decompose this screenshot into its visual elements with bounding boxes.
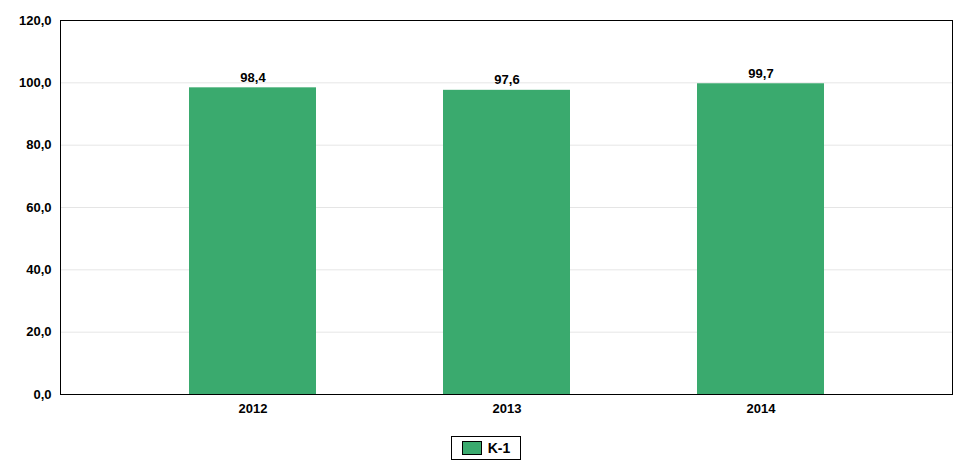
- svg-text:98,4: 98,4: [240, 70, 266, 85]
- html-text:K-1: K-1: [487, 440, 511, 456]
- svg-text:0,0: 0,0: [33, 387, 51, 402]
- svg-text:2012: 2012: [239, 401, 268, 416]
- svg-text:99,7: 99,7: [748, 66, 773, 81]
- svg-text:2013: 2013: [493, 401, 522, 416]
- svg-text:80,0: 80,0: [26, 137, 51, 152]
- svg-text:100,0: 100,0: [19, 75, 52, 90]
- svg-text:2014: 2014: [747, 401, 777, 416]
- svg-text:20,0: 20,0: [26, 324, 51, 339]
- svg-text:60,0: 60,0: [26, 200, 51, 215]
- svg-text:40,0: 40,0: [26, 262, 51, 277]
- svg-text:120,0: 120,0: [19, 13, 52, 28]
- svg-text:97,6: 97,6: [494, 72, 519, 87]
